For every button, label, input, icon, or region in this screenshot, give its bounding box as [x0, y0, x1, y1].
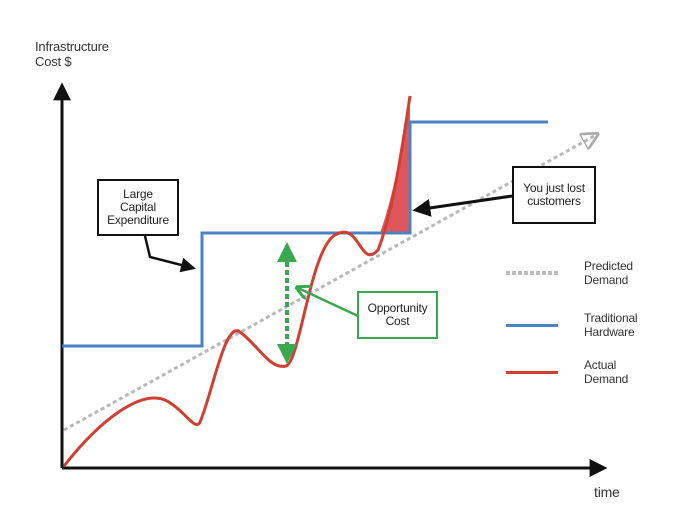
- legend-swatch-predicted: [506, 271, 558, 275]
- x-axis-label: time: [594, 484, 620, 500]
- y-axis-label: Infrastructure Cost $: [35, 39, 109, 69]
- lost-customers-area: [380, 96, 410, 233]
- legend-label-actual: Actual Demand: [584, 358, 629, 386]
- legend-item-traditional: Traditional Hardware: [506, 311, 666, 345]
- capex-connector: [143, 235, 196, 273]
- legend-item-actual: Actual Demand: [506, 358, 666, 392]
- legend-swatch-traditional: [506, 324, 558, 327]
- capex-callout: Large Capital Expenditure: [97, 179, 179, 236]
- traditional-hardware-line: [62, 120, 548, 348]
- legend-swatch-actual: [506, 371, 558, 374]
- actual-demand-curve: [62, 95, 412, 467]
- predicted-demand-line: [63, 135, 596, 432]
- legend-item-predicted: Predicted Demand: [506, 259, 666, 293]
- opportunity-cost-callout: Opportunity Cost: [357, 291, 438, 339]
- legend-label-traditional: Traditional Hardware: [584, 311, 638, 339]
- opportunity-cost-connector: [298, 288, 359, 318]
- lost-customers-callout: You just lost customers: [512, 166, 596, 224]
- legend-label-predicted: Predicted Demand: [584, 259, 633, 287]
- lost-customers-connector: [412, 194, 513, 217]
